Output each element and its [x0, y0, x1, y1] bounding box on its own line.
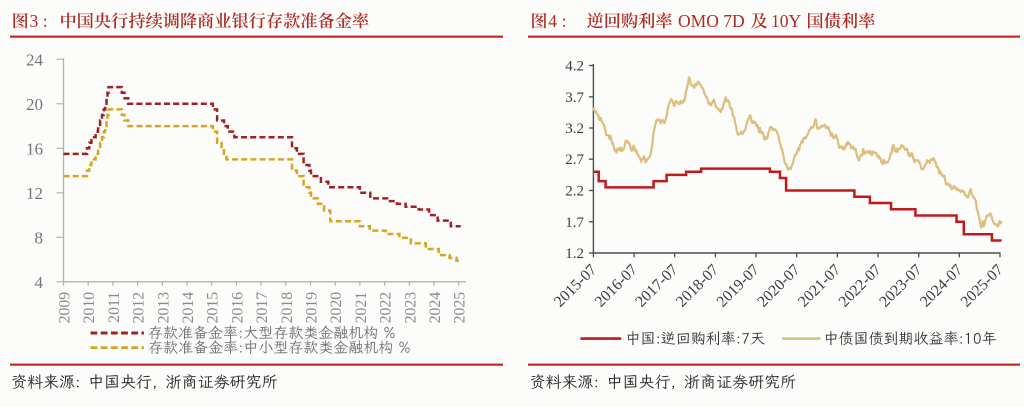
svg-text:16: 16 — [26, 139, 43, 158]
svg-text:2010: 2010 — [81, 292, 98, 324]
svg-text:OMO 7D: OMO 7D — [678, 11, 745, 31]
svg-text:3.7: 3.7 — [565, 90, 584, 106]
svg-text::: : — [43, 11, 48, 31]
svg-text:2020: 2020 — [328, 292, 345, 324]
svg-text:2023: 2023 — [402, 292, 419, 324]
svg-text:3.2: 3.2 — [565, 121, 584, 137]
svg-text:2022: 2022 — [378, 292, 395, 324]
svg-text:10Y: 10Y — [771, 11, 802, 31]
svg-text:2013: 2013 — [155, 292, 172, 324]
svg-text:1.7: 1.7 — [565, 215, 584, 231]
svg-text:2016: 2016 — [229, 292, 246, 324]
svg-text:2019: 2019 — [304, 292, 321, 324]
svg-text::: : — [562, 11, 567, 31]
svg-text:4: 4 — [548, 11, 557, 31]
svg-text:2025: 2025 — [452, 292, 469, 324]
svg-text:2012: 2012 — [131, 292, 148, 324]
svg-text:2014: 2014 — [180, 292, 197, 324]
svg-text:1.2: 1.2 — [565, 246, 584, 262]
svg-text:2018: 2018 — [279, 292, 296, 324]
svg-text:20: 20 — [26, 95, 43, 114]
svg-text:2.2: 2.2 — [565, 184, 584, 200]
svg-text:3: 3 — [30, 11, 39, 31]
svg-text:24: 24 — [26, 50, 44, 69]
svg-text:4: 4 — [35, 273, 44, 292]
svg-text:2009: 2009 — [57, 292, 74, 324]
svg-text:12: 12 — [26, 184, 43, 203]
svg-text:2021: 2021 — [353, 292, 370, 324]
svg-text:2011: 2011 — [106, 292, 123, 323]
svg-text:2015: 2015 — [205, 292, 222, 324]
svg-text:2024: 2024 — [427, 292, 444, 324]
svg-text:2017: 2017 — [254, 292, 271, 324]
svg-text:8: 8 — [35, 228, 44, 247]
svg-text:4.2: 4.2 — [565, 59, 584, 75]
svg-text:2.7: 2.7 — [565, 152, 584, 168]
